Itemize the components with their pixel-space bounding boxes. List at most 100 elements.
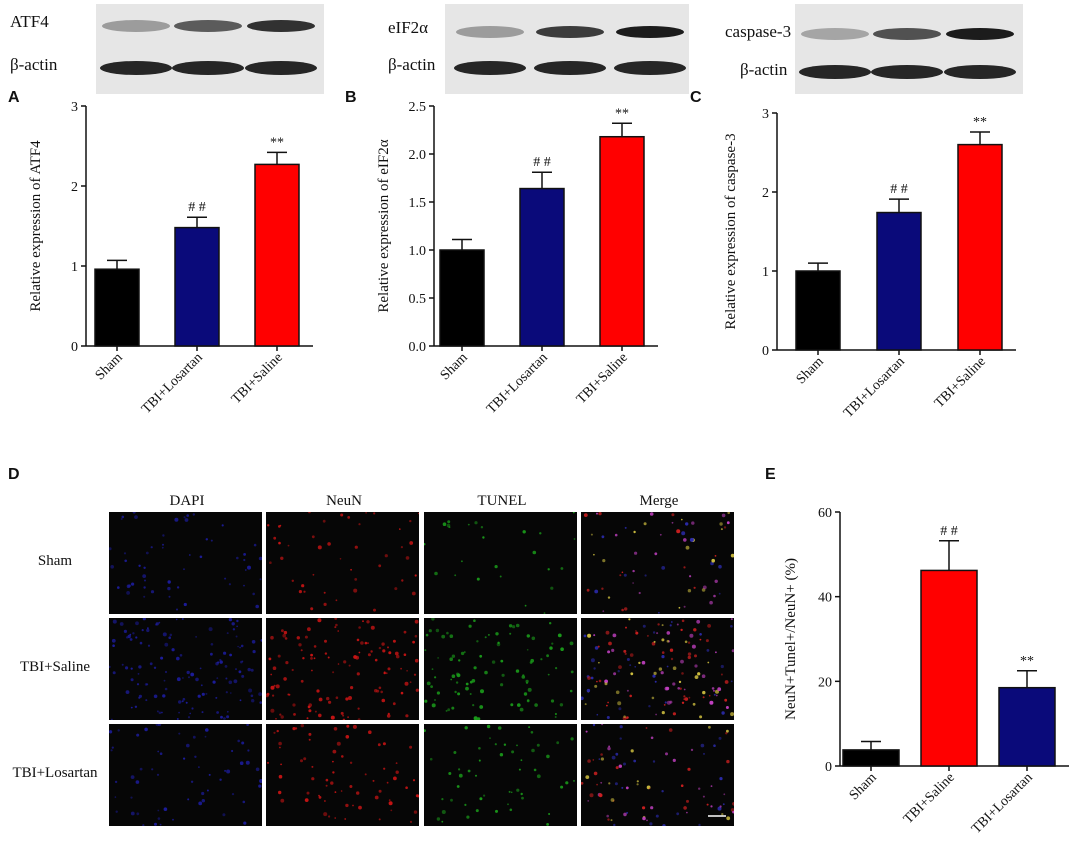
x-tick-label: TBI+Losartan [139, 350, 206, 417]
blot-band-target [616, 26, 684, 38]
microscopy-image [581, 724, 734, 826]
microscopy-image [266, 618, 419, 720]
x-tick-label: TBI+Saline [574, 350, 631, 407]
blot-band-target [102, 20, 170, 32]
mic-row-label-tbi-saline: TBI+Saline [19, 659, 91, 675]
microscopy-image [266, 724, 419, 826]
blot-band-target [247, 20, 315, 32]
blot-target-label-caspase3: caspase-3 [725, 22, 792, 41]
microscopy-image [581, 618, 734, 720]
blot-band-control [944, 65, 1016, 79]
y-tick-label: 3 [762, 107, 769, 122]
y-tick-label: 1.5 [409, 196, 427, 211]
y-tick-label: 3 [71, 100, 78, 115]
y-axis-label: Relative expression of ATF4 [28, 140, 44, 312]
blot-band-control [534, 61, 606, 75]
western-blot-atf4 [96, 4, 324, 94]
microscopy-image [424, 724, 577, 826]
y-tick-label: 1 [71, 260, 78, 275]
western-blot-eif2a [445, 4, 689, 94]
significance-marker: ** [615, 106, 629, 121]
bar [439, 249, 485, 347]
blot-control-label-eif2a: β-actin [388, 55, 436, 74]
bar [998, 686, 1056, 767]
blot-band-control [799, 65, 871, 79]
y-tick-label: 0.5 [409, 292, 427, 307]
x-tick-label: TBI+Losartan [841, 354, 908, 421]
y-axis-label: Relative expression of eIF2α [376, 139, 392, 312]
blot-control-label-atf4: β-actin [10, 55, 58, 74]
bar [795, 270, 841, 351]
bar [876, 211, 922, 351]
microscopy-image [424, 512, 577, 614]
panel-letter-c: C [690, 89, 702, 106]
blot-control-label-caspase3: β-actin [740, 60, 788, 79]
significance-marker: ** [270, 135, 284, 150]
y-tick-label: 2.0 [409, 148, 427, 163]
western-blot-caspase3 [795, 4, 1023, 94]
significance-marker: # # [940, 524, 958, 539]
blot-band-target [536, 26, 604, 38]
significance-marker: # # [890, 182, 908, 197]
y-tick-label: 2.5 [409, 100, 427, 115]
x-tick-label: TBI+Losartan [484, 350, 551, 417]
bar [920, 569, 978, 767]
mic-col-header-neun: NeuN [326, 493, 362, 509]
microscopy-image [109, 512, 262, 614]
x-tick-label: Sham [794, 354, 827, 387]
mic-col-header-merge: Merge [639, 493, 679, 509]
y-tick-label: 1 [762, 265, 769, 280]
microscopy-image [109, 618, 262, 720]
bar [957, 143, 1003, 351]
microscopy-image [424, 618, 577, 720]
microscopy-image [581, 512, 734, 614]
y-tick-label: 40 [818, 591, 832, 606]
significance-marker: ** [1020, 654, 1034, 669]
y-axis-label: NeuN+Tunel+/NeuN+ (%) [783, 558, 799, 720]
bar [519, 187, 565, 347]
y-tick-label: 1.0 [409, 244, 427, 259]
bar [599, 135, 645, 347]
blot-target-label-atf4: ATF4 [10, 12, 49, 31]
microscopy-image [266, 512, 419, 614]
mic-row-label-sham: Sham [37, 553, 73, 569]
y-tick-label: 0 [71, 340, 78, 355]
y-tick-label: 0.0 [409, 340, 427, 355]
panel-letter-b: B [345, 89, 357, 106]
significance-marker: ** [973, 115, 987, 130]
microscopy-image [109, 724, 262, 826]
panel-letter-a: A [8, 89, 20, 106]
x-tick-label: TBI+Saline [901, 770, 958, 827]
blot-band-target [174, 20, 242, 32]
x-tick-label: Sham [847, 770, 880, 803]
blot-band-target [946, 28, 1014, 40]
bar [842, 749, 900, 767]
bar [94, 268, 140, 347]
significance-marker: # # [188, 200, 206, 215]
y-tick-label: 0 [762, 344, 769, 359]
blot-band-control [172, 61, 244, 75]
y-tick-label: 60 [818, 506, 832, 521]
blot-band-target [873, 28, 941, 40]
panel-letter-e: E [765, 466, 776, 483]
y-axis-label: Relative expression of caspase-3 [723, 133, 739, 329]
bar [174, 226, 220, 347]
panel-letter-d: D [8, 466, 20, 483]
x-tick-label: TBI+Losartan [969, 770, 1036, 837]
x-tick-label: Sham [438, 350, 471, 383]
blot-band-target [456, 26, 524, 38]
y-tick-label: 2 [71, 180, 78, 195]
mic-col-header-dapi: DAPI [169, 493, 205, 509]
bar [254, 163, 300, 347]
blot-band-control [871, 65, 943, 79]
blot-band-target [801, 28, 869, 40]
blot-band-control [614, 61, 686, 75]
y-tick-label: 2 [762, 186, 769, 201]
blot-band-control [245, 61, 317, 75]
x-tick-label: Sham [93, 350, 126, 383]
blot-target-label-eif2a: eIF2α [388, 18, 429, 37]
x-tick-label: TBI+Saline [229, 350, 286, 407]
mic-row-label-tbi-losartan: TBI+Losartan [12, 765, 98, 781]
blot-band-control [100, 61, 172, 75]
